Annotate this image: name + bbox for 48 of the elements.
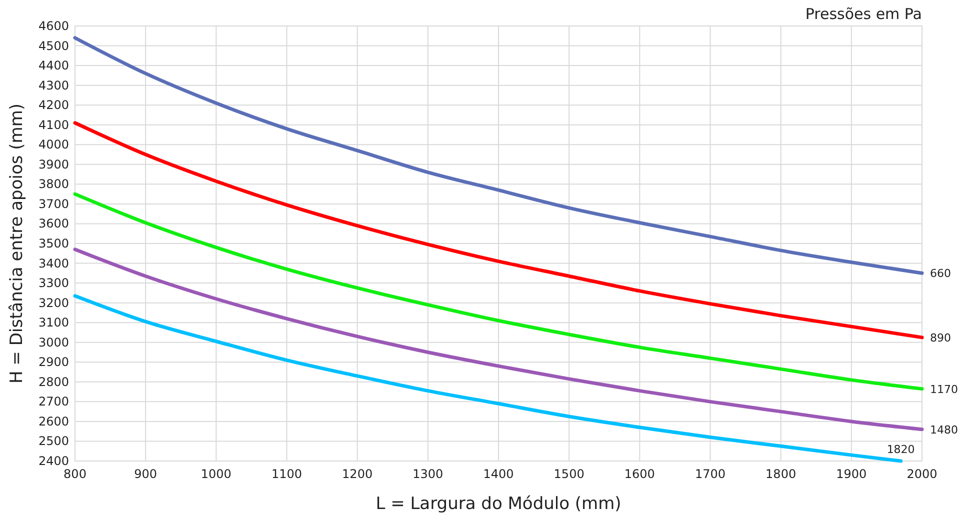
y-tick-label: 4300: [38, 78, 69, 92]
y-tick-label: 2900: [38, 355, 69, 370]
x-tick-label: 1700: [694, 467, 726, 481]
y-tick-label: 4400: [38, 58, 69, 73]
x-tick-label: 1100: [271, 467, 302, 481]
y-tick-label: 3300: [38, 276, 69, 290]
y-tick-label: 2500: [38, 434, 69, 448]
y-tick-label: 4500: [38, 38, 69, 53]
y-tick-label: 2400: [38, 454, 69, 468]
y-tick-label: 3700: [38, 196, 69, 211]
line-series: [73, 121, 924, 340]
y-tick-label: 3900: [38, 157, 69, 172]
x-tick-label: 1300: [412, 467, 444, 481]
y-tick-label: 3800: [38, 177, 69, 192]
x-tick-label: 1000: [200, 467, 232, 481]
x-tick-label: 1400: [483, 467, 514, 481]
y-tick-label: 4600: [38, 19, 69, 33]
y-tick-label: 2600: [38, 414, 69, 428]
x-tick-label: 1600: [624, 467, 655, 481]
y-tick-label: 3100: [38, 316, 69, 330]
line-series: [73, 248, 924, 432]
y-tick-label: 3000: [38, 335, 69, 350]
y-tick-label: 4000: [38, 138, 69, 152]
x-tick-label: 800: [64, 467, 86, 481]
y-tick-label: 2700: [38, 394, 69, 409]
x-tick-label: 1200: [342, 467, 373, 481]
y-axis-title: H = Distância entre apoios (mm): [7, 103, 27, 384]
series-label: 1820: [886, 443, 915, 456]
y-tick-label: 4100: [38, 118, 69, 132]
series-label: 1480: [930, 423, 958, 436]
x-tick-label: 2000: [906, 467, 938, 481]
y-tick-label: 3600: [38, 216, 69, 231]
y-tick-label: 3200: [38, 296, 69, 310]
x-tick-label: 1900: [836, 467, 867, 481]
series-label: 890: [930, 331, 951, 344]
x-axis-title: L = Largura do Módulo (mm): [376, 494, 622, 514]
y-tick-label: 3500: [38, 236, 69, 250]
x-tick-label: 1500: [554, 467, 584, 481]
series-label: 1170: [930, 382, 958, 396]
line-series: [73, 192, 924, 391]
series-label: 660: [930, 267, 951, 280]
line-series: [73, 36, 924, 275]
y-tick-label: 4200: [38, 98, 69, 112]
x-tick-label: 1800: [766, 467, 796, 481]
y-tick-label: 3400: [38, 256, 69, 270]
x-tick-label: 900: [134, 467, 158, 481]
legend-title: Pressões em Pa: [805, 5, 922, 23]
y-tick-label: 2800: [38, 374, 69, 389]
